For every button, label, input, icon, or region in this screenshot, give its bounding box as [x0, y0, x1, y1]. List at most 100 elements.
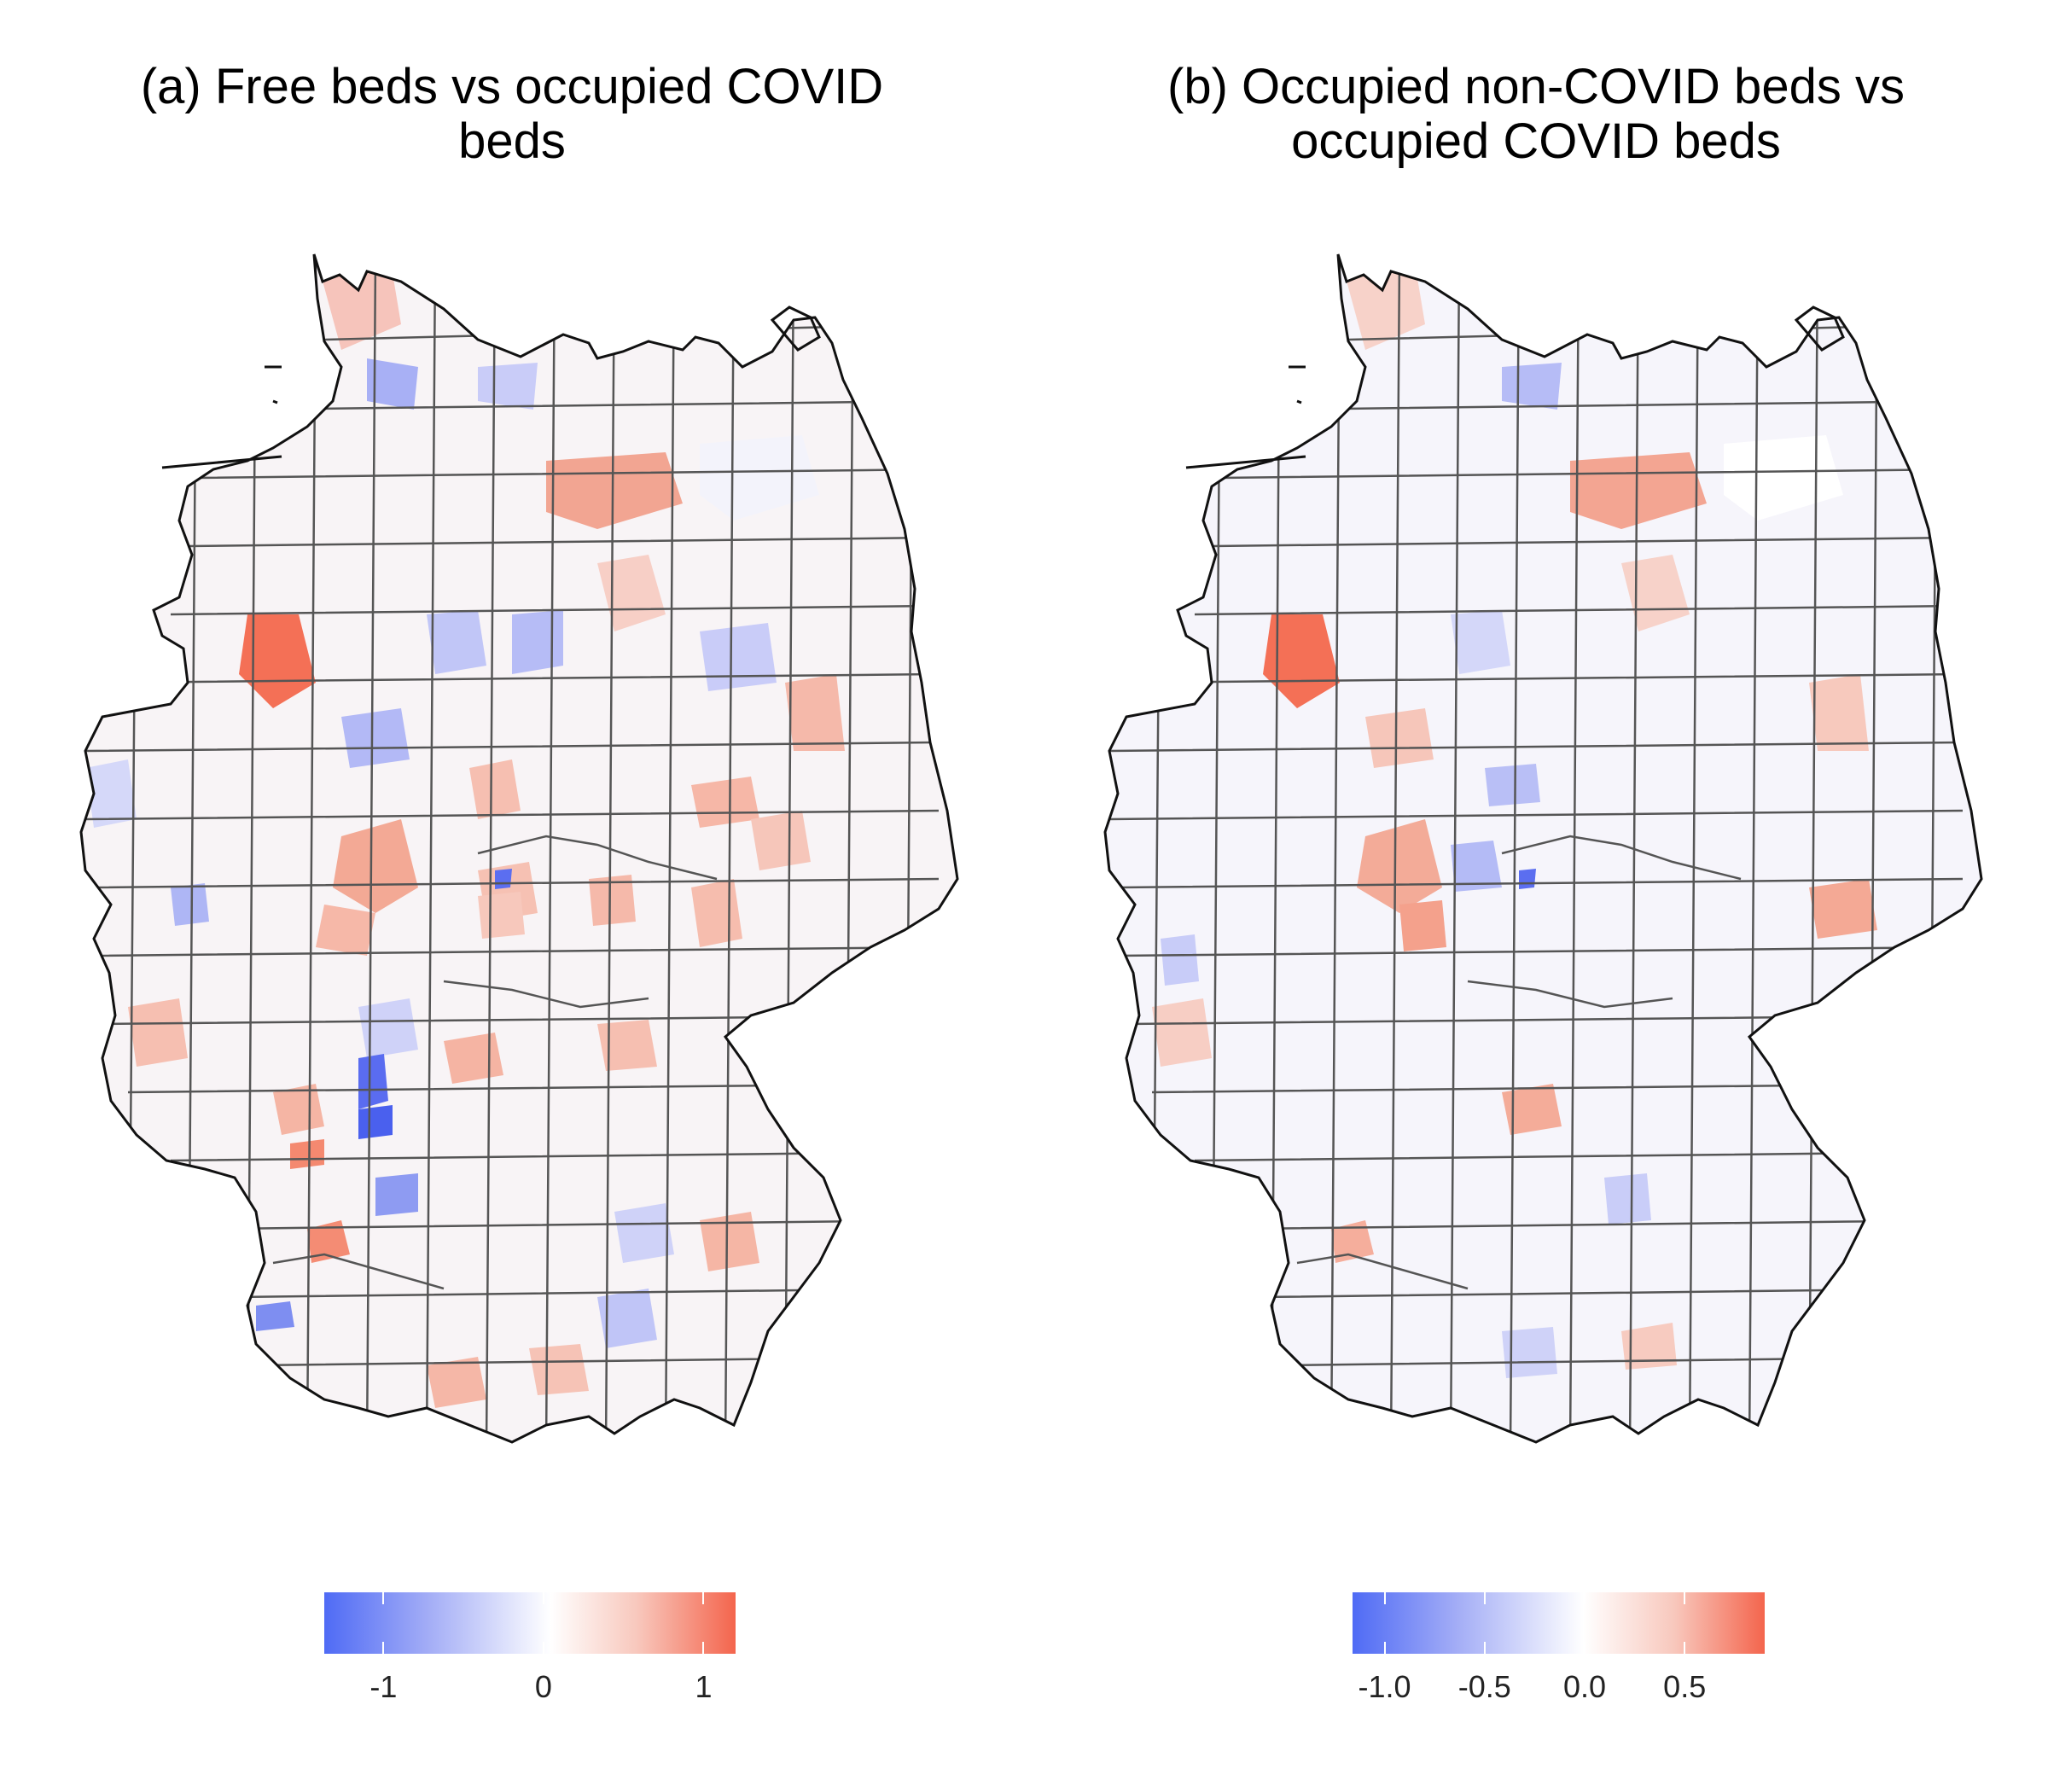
- district-hf: [1365, 708, 1434, 768]
- district-bs: [512, 610, 563, 674]
- district-ms: [239, 614, 316, 708]
- legend-tick-mark: [702, 1642, 705, 1654]
- panel-b-islands: [1185, 365, 1306, 469]
- district-saar: [1152, 998, 1212, 1067]
- legend-tick-mark: [1483, 1642, 1486, 1654]
- district-stendal: [1621, 555, 1690, 631]
- panel-a-islands: [161, 365, 282, 469]
- district-of: [358, 1105, 393, 1139]
- panel-b-title: (b) Occupied non-COVID beds vs occupied …: [1067, 60, 2005, 169]
- legend-tick-label: 0: [534, 1669, 552, 1704]
- district-ld: [290, 1139, 324, 1169]
- legend-tick-label: 1: [695, 1669, 713, 1704]
- panel-a-title: (a) Free beds vs occupied COVID beds: [43, 60, 981, 169]
- district-hof: [597, 1020, 657, 1071]
- legend-tick-mark: [1583, 1592, 1585, 1604]
- district-lo: [256, 1301, 294, 1331]
- district-gap: [529, 1344, 589, 1395]
- district-deg: [700, 1212, 759, 1271]
- district-ko: [273, 1084, 324, 1135]
- district-wartburg: [478, 892, 525, 939]
- district-wm: [1621, 1323, 1677, 1370]
- district-hf: [341, 708, 410, 768]
- district-hd: [375, 1173, 418, 1216]
- district-hsk: [333, 819, 418, 913]
- district-schweinfurt: [444, 1033, 503, 1084]
- legend-tick-label: 0.5: [1663, 1669, 1707, 1704]
- legend-tick-mark: [1383, 1642, 1386, 1654]
- panel-b-ruegen: [1794, 305, 1845, 352]
- district-nf: [1340, 256, 1425, 350]
- panel-b-districts: [1105, 254, 1981, 1442]
- district-goerlitz: [1809, 879, 1877, 939]
- district-oh: [1502, 363, 1562, 410]
- panel-a-districts: [81, 254, 957, 1442]
- district-oh: [478, 363, 538, 410]
- panel-a-ruegen: [770, 305, 821, 352]
- legend-tick-label: 0.0: [1562, 1669, 1606, 1704]
- district-ms: [1263, 614, 1340, 708]
- panel-b-map: [1103, 253, 1983, 1444]
- legend-tick-mark: [382, 1642, 385, 1654]
- district-aachen: [85, 759, 137, 828]
- panel-b-title-line1: (b) Occupied non-COVID beds vs: [1167, 59, 1905, 114]
- panel-b-title-line2: occupied COVID beds: [1291, 113, 1781, 169]
- district-si: [316, 905, 375, 956]
- legend-tick-mark: [1383, 1592, 1386, 1604]
- district-fr: [1331, 1220, 1374, 1263]
- district-trier: [1161, 934, 1199, 986]
- district-dahme: [785, 674, 845, 751]
- district-nordhausen: [469, 759, 521, 819]
- district-erfurt: [1519, 869, 1536, 889]
- district-kassel: [1451, 841, 1502, 892]
- district-nf: [316, 256, 401, 350]
- district-erfurt: [495, 869, 512, 889]
- district-pm: [700, 623, 777, 691]
- district-mv: [700, 435, 819, 521]
- legend-tick-mark: [1583, 1642, 1585, 1654]
- district-hsk: [1357, 819, 1442, 913]
- legend-tick-mark: [382, 1592, 385, 1604]
- panel-a-district-borders: [84, 255, 940, 1442]
- district-lahn: [358, 998, 418, 1058]
- district-mse: [546, 452, 683, 529]
- district-bamberg: [1502, 1084, 1562, 1135]
- legend-tick-mark: [702, 1592, 705, 1604]
- panel-a-title-line1: (a) Free beds vs occupied COVID: [140, 59, 884, 114]
- district-oa: [427, 1357, 486, 1408]
- district-ahr: [171, 883, 209, 926]
- district-bz: [751, 811, 811, 870]
- district-goe: [1485, 764, 1540, 806]
- panel-b-legend-bar: [1353, 1592, 1765, 1654]
- district-sl: [367, 358, 418, 410]
- district-ei: [1604, 1173, 1651, 1225]
- legend-tick-mark: [542, 1642, 544, 1654]
- legend-tick-mark: [1684, 1642, 1686, 1654]
- district-reg: [614, 1203, 674, 1263]
- legend-tick-label: -1.0: [1358, 1669, 1411, 1704]
- district-mn: [1502, 1327, 1557, 1378]
- district-gera: [589, 875, 636, 926]
- district-mv: [1724, 435, 1843, 521]
- district-ore: [691, 879, 742, 947]
- panel-a-map: [79, 253, 959, 1444]
- panel-a: (a) Free beds vs occupied COVID beds: [43, 60, 981, 1704]
- panel-b: (b) Occupied non-COVID beds vs occupied …: [1024, 0, 2048, 1792]
- district-mse: [1570, 452, 1707, 529]
- panel-a-title-line2: beds: [458, 113, 566, 169]
- panel-b-district-borders: [1108, 255, 1964, 1442]
- district-h: [1451, 610, 1510, 674]
- district-fs: [597, 1289, 657, 1348]
- legend-tick-label: -1: [369, 1669, 398, 1704]
- legend-tick-label: -0.5: [1457, 1669, 1511, 1704]
- district-dahme: [1809, 674, 1869, 751]
- legend-tick-mark: [1483, 1592, 1486, 1604]
- district-ffm: [358, 1054, 388, 1109]
- panel-a-legend-bar: [324, 1592, 736, 1654]
- district-h: [427, 610, 486, 674]
- district-stendal: [597, 555, 666, 631]
- district-saar: [128, 998, 188, 1067]
- district-si: [1399, 900, 1446, 951]
- district-fr: [307, 1220, 350, 1263]
- legend-tick-mark: [542, 1592, 544, 1604]
